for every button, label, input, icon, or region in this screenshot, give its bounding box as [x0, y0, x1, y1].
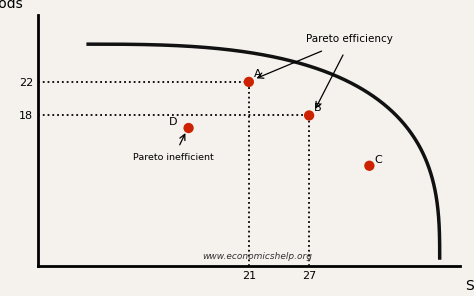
Point	[305, 113, 313, 118]
Text: Services: Services	[465, 279, 474, 293]
Text: Pareto efficiency: Pareto efficiency	[306, 34, 393, 44]
Point	[365, 163, 373, 168]
Text: Pareto inefficient: Pareto inefficient	[133, 153, 214, 162]
Text: C: C	[374, 155, 382, 165]
Text: B: B	[314, 103, 322, 113]
Text: Goods: Goods	[0, 0, 23, 11]
Point	[245, 80, 253, 84]
Text: A: A	[254, 69, 262, 79]
Point	[185, 126, 192, 130]
Text: www.economicshelp.org: www.economicshelp.org	[202, 252, 312, 261]
Text: D: D	[168, 117, 177, 127]
